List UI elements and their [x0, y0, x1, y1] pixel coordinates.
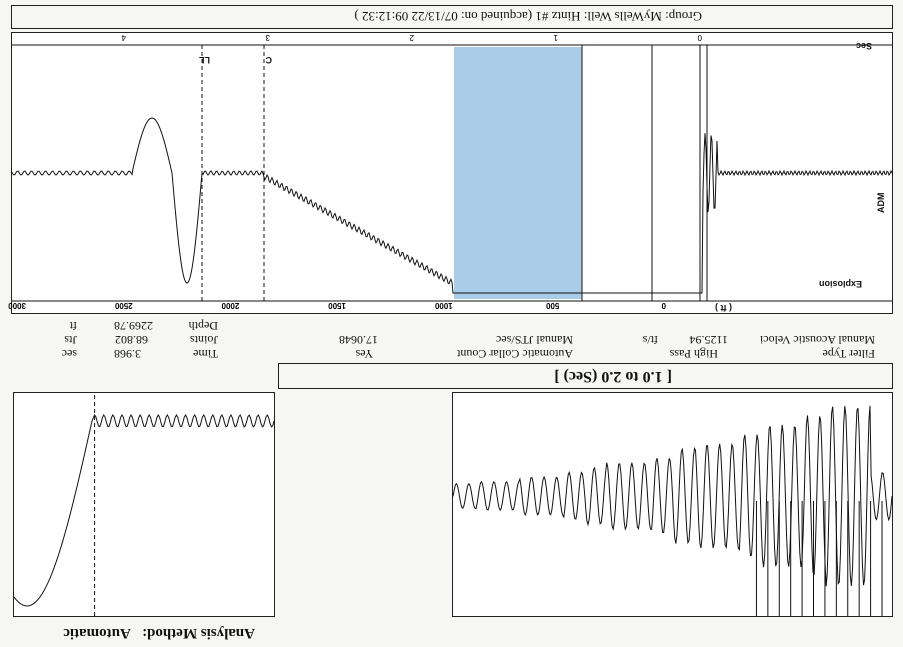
velocity-value: 1125.94 [689, 333, 728, 347]
liquid-level-line [13, 413, 275, 607]
collar-count-value: Yes [355, 347, 373, 361]
ll-marker-label: LL [199, 55, 210, 65]
joints-label: Joints [189, 333, 218, 347]
collar-window-chart [452, 392, 893, 617]
filter-type-label: Filter Type [822, 347, 875, 361]
depth-tick-label: 1500 [328, 301, 346, 310]
liquid-level-chart [13, 392, 275, 617]
velocity-unit: ft/s [642, 333, 658, 347]
analysis-method-label: Analysis Method: [142, 625, 255, 641]
acoustic-trace-line [11, 117, 893, 294]
depth-value: 2269.78 [114, 319, 153, 333]
time-tick-label: 3 [265, 33, 270, 42]
footer-text: Group: MyWells Well: Hintz #1 (acquined … [354, 9, 702, 24]
time-tick-label: 1 [553, 33, 558, 42]
time-axis-label: Sec [855, 41, 872, 51]
amplitude-label: ADM [876, 193, 886, 214]
time-unit: sec [61, 347, 77, 361]
analysis-method-value: Automatic [63, 625, 131, 641]
time-label: Time [193, 347, 218, 361]
window-range-label: [ 1.0 to 2.0 (Sec) ] [554, 368, 672, 385]
filter-type-value: High Pass [669, 347, 718, 361]
time-tick-label: 4 [121, 33, 126, 42]
joints-unit: Jts [64, 333, 77, 347]
joints-value: 68.802 [115, 333, 148, 347]
analysis-method-title: Analysis Method: Automatic [63, 624, 255, 641]
jts-label: Manual JTS/sec [496, 333, 573, 347]
depth-tick-label: 2000 [221, 301, 239, 310]
explosion-label: Explosion [818, 279, 862, 289]
liquid-level-plot [13, 393, 275, 616]
time-tick-label: 2 [409, 33, 414, 42]
time-tick-label: 0 [697, 33, 702, 42]
collar-count-label: Automatic Collar Count [457, 347, 573, 361]
unit-label: ( ft ) [715, 303, 732, 313]
depth-tick-label: 3000 [8, 301, 26, 310]
collar-window-line [452, 405, 893, 587]
window-range-box: [ 1.0 to 2.0 (Sec) ] [278, 363, 893, 389]
footer-bar: Group: MyWells Well: Hintz #1 (acquined … [11, 5, 893, 29]
depth-label: Depth [188, 319, 218, 333]
velocity-label: Manual Acoustic Veloci [759, 333, 875, 347]
depth-tick-label: 500 [545, 301, 559, 310]
depth-tick-label: 0 [661, 301, 666, 310]
depth-unit: ft [69, 319, 77, 333]
collar-window-plot [452, 405, 893, 616]
amplitude-label-text: ADM [876, 192, 886, 214]
depth-tick-label: 1000 [434, 301, 452, 310]
collar-window-highlight [454, 47, 582, 299]
depth-tick-label: 2500 [114, 301, 132, 310]
c-marker-label: C [265, 55, 273, 65]
time-value: 3.968 [114, 347, 141, 361]
jts-value: 17.0648 [339, 333, 378, 347]
